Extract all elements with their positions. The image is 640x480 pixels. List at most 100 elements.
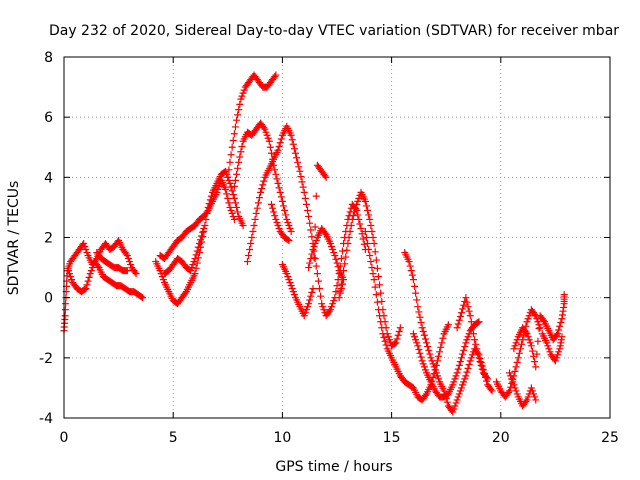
data-point [420, 363, 428, 371]
data-point [419, 328, 427, 336]
data-point [532, 396, 540, 404]
data-point [462, 372, 470, 380]
data-point [554, 330, 562, 338]
data-point [471, 336, 479, 344]
data-point [250, 221, 258, 229]
data-point [463, 336, 471, 344]
data-point [365, 211, 373, 219]
data-point [240, 86, 248, 94]
data-point [262, 128, 270, 136]
data-point [311, 240, 319, 248]
data-point [440, 387, 448, 395]
y-tick-label: 8 [44, 50, 53, 66]
data-point [528, 387, 536, 395]
data-point [337, 255, 345, 263]
data-point [418, 357, 426, 365]
data-point [459, 381, 467, 389]
data-point [276, 139, 284, 147]
data-point [462, 294, 470, 302]
data-point [314, 277, 322, 285]
data-point [285, 221, 293, 229]
data-point [345, 234, 353, 241]
data-point [65, 270, 73, 278]
data-point [416, 313, 424, 321]
data-point [453, 324, 461, 332]
data-point [456, 358, 464, 366]
data-point [81, 285, 89, 293]
data-point [192, 251, 200, 259]
data-point [223, 170, 231, 178]
data-point [531, 310, 539, 318]
data-point [551, 357, 559, 365]
data-point [336, 287, 344, 295]
data-point [423, 339, 431, 347]
data-point [420, 331, 428, 339]
data-point [68, 276, 76, 284]
data-point [466, 312, 474, 320]
data-point [239, 221, 247, 229]
data-point [359, 235, 367, 243]
data-point [272, 215, 280, 223]
data-point [455, 390, 463, 398]
data-point [298, 178, 306, 186]
data-series [60, 71, 568, 416]
data-point [427, 354, 435, 362]
data-point [421, 335, 429, 343]
data-point [467, 354, 475, 362]
data-point [326, 240, 334, 248]
data-point [354, 197, 362, 205]
data-point [305, 212, 313, 220]
data-point [230, 182, 238, 190]
data-point [512, 339, 520, 347]
data-point [275, 224, 283, 232]
data-point [247, 240, 255, 248]
data-point [487, 385, 495, 393]
data-point [421, 366, 429, 374]
data-point [361, 227, 369, 235]
data-point [181, 289, 189, 297]
data-point [284, 236, 292, 244]
data-point [127, 261, 135, 269]
data-point [227, 183, 235, 191]
data-point [528, 347, 536, 355]
data-point [272, 71, 280, 79]
data-point [305, 264, 313, 272]
data-point [312, 262, 320, 270]
data-point [460, 301, 468, 309]
data-point [288, 285, 296, 293]
data-point [378, 297, 386, 305]
data-point [384, 333, 392, 341]
data-point [123, 267, 131, 275]
data-point [260, 177, 268, 185]
data-point [504, 388, 512, 396]
data-point [299, 183, 307, 191]
data-point [523, 318, 531, 326]
data-point [468, 351, 476, 359]
data-point [406, 262, 414, 270]
data-point [456, 387, 464, 395]
data-point [283, 215, 291, 223]
data-point [534, 337, 542, 345]
data-point [371, 248, 379, 256]
data-point [457, 309, 465, 317]
data-point [229, 212, 237, 220]
data-point [455, 316, 463, 324]
data-point [466, 357, 474, 365]
data-point [302, 200, 310, 208]
data-point [126, 258, 134, 266]
data-point [131, 268, 139, 276]
data-point [408, 271, 416, 279]
data-point [413, 296, 421, 304]
data-point [83, 249, 91, 257]
data-point [222, 167, 230, 175]
data-point [364, 240, 372, 248]
data-point [329, 300, 337, 308]
data-point [235, 106, 243, 114]
data-point [61, 312, 69, 320]
data-point [313, 270, 321, 278]
data-point [380, 334, 388, 342]
data-point [377, 289, 385, 297]
data-point [522, 328, 530, 336]
x-tick-label: 10 [273, 430, 291, 446]
data-point [304, 206, 312, 214]
